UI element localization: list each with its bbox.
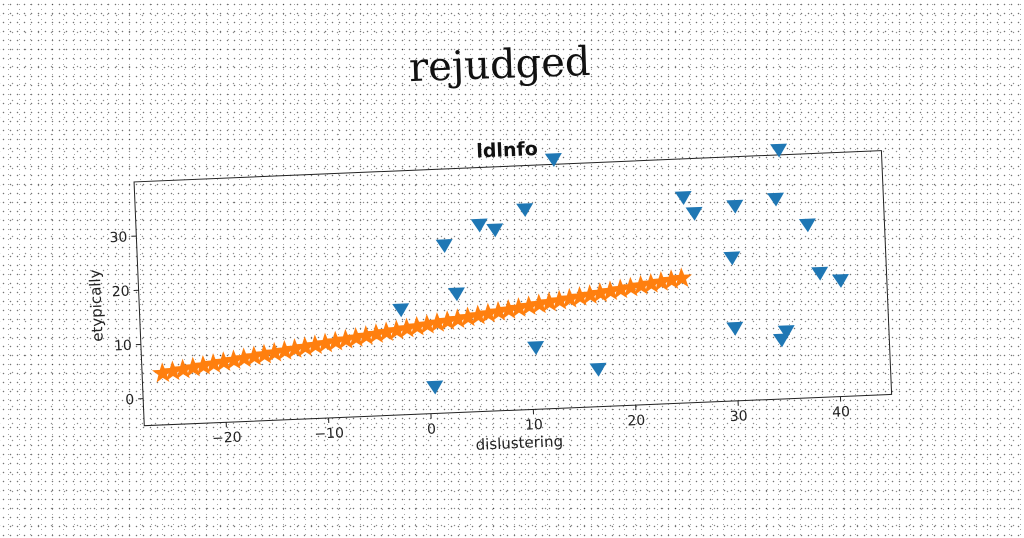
- triangle-marker: [590, 363, 608, 377]
- x-tick-label: 40: [832, 404, 850, 421]
- triangle-marker: [767, 193, 785, 207]
- plot-frame: [134, 151, 892, 426]
- triangle-marker: [527, 341, 545, 355]
- x-tick-label: 0: [427, 421, 437, 437]
- triangle-marker: [392, 303, 410, 317]
- x-axis-label: dislustering: [475, 432, 563, 454]
- y-tick-label: 10: [114, 338, 132, 355]
- x-tick-label: 30: [729, 408, 747, 425]
- triangle-marker: [471, 219, 489, 233]
- triangle-marker: [770, 144, 788, 158]
- x-tick-label: 10: [525, 417, 543, 434]
- x-tick-label: −10: [314, 425, 344, 442]
- y-axis: 0 10 20 30: [109, 229, 143, 409]
- y-tick-label: 0: [125, 392, 135, 408]
- y-axis-label: etypically: [86, 269, 107, 342]
- data-marks: [144, 141, 854, 406]
- triangle-marker: [811, 267, 829, 281]
- triangle-marker: [686, 207, 704, 221]
- triangle-marker: [436, 239, 454, 253]
- x-tick-label: 20: [627, 413, 645, 430]
- y-tick-label: 20: [112, 284, 130, 301]
- triangle-marker: [426, 381, 444, 395]
- x-tick-label: −20: [212, 430, 242, 447]
- triangle-marker: [675, 191, 693, 205]
- chart-title: ldlnfo: [476, 138, 538, 163]
- triangle-marker: [773, 333, 791, 347]
- y-tick-label: 30: [109, 229, 127, 246]
- triangle-marker: [799, 218, 817, 232]
- triangle-marker: [726, 322, 744, 336]
- triangle-marker: [545, 153, 563, 167]
- triangle-marker: [723, 251, 741, 265]
- triangle-marker: [486, 223, 504, 237]
- triangle-marker: [832, 274, 850, 288]
- triangle-marker: [726, 200, 744, 214]
- triangle-marker: [516, 203, 534, 217]
- triangle-marker: [448, 287, 466, 301]
